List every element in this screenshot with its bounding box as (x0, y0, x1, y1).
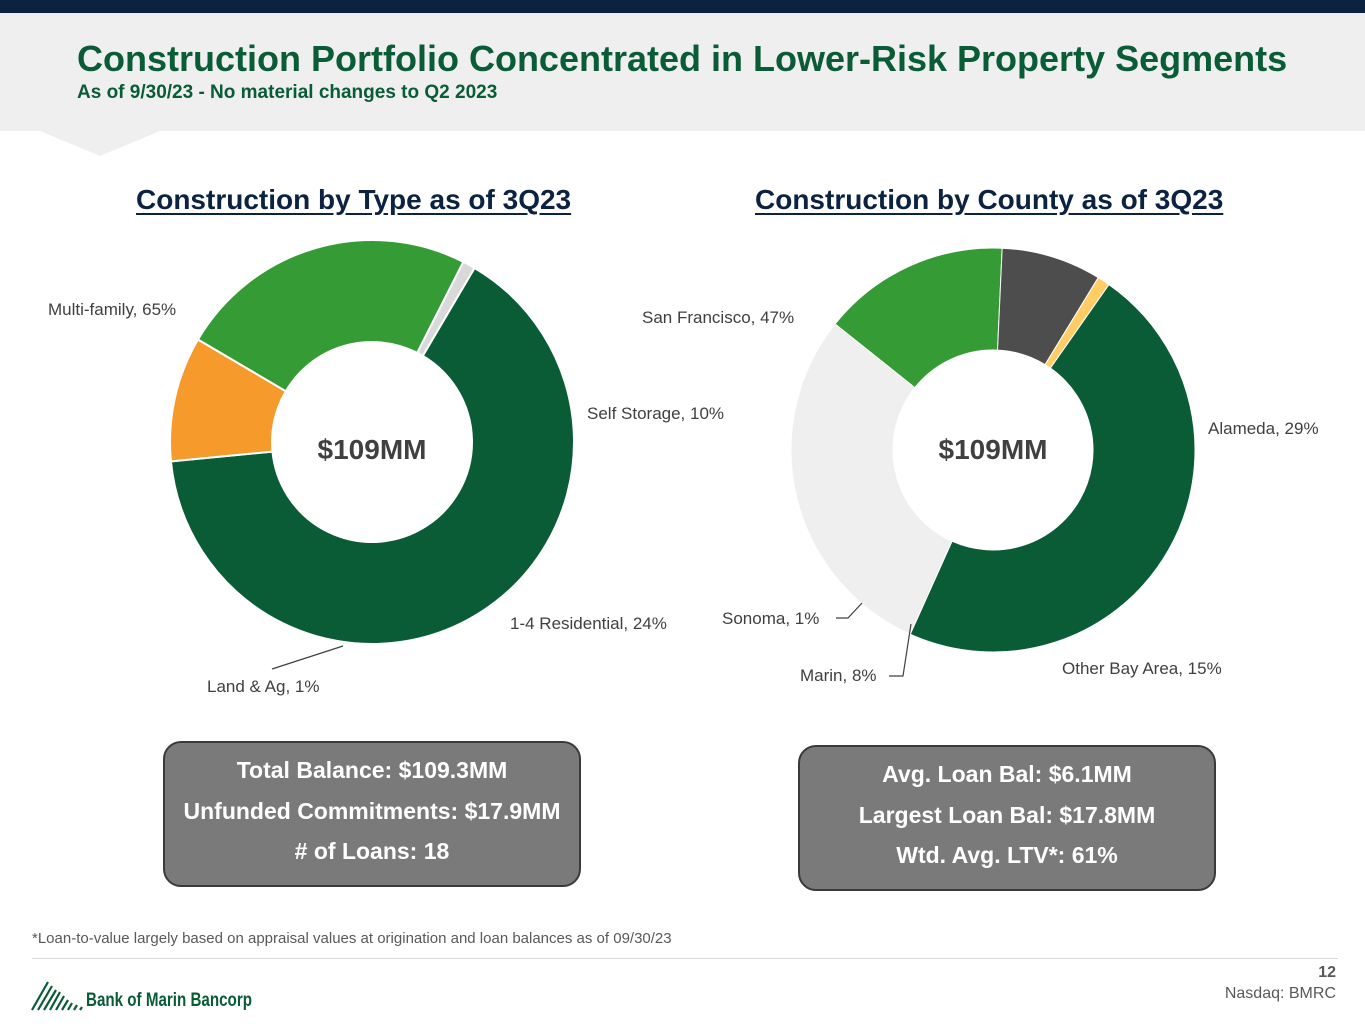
company-logo: Bank of Marin Bancorp (31, 981, 252, 1011)
label-alameda: Alameda, 29% (1208, 419, 1319, 438)
header-band (0, 13, 1365, 156)
slice-1-4-residential (196, 239, 465, 393)
label-san-francisco: San Francisco, 47% (642, 308, 794, 327)
mountain-stripes-icon (31, 981, 83, 1011)
stat-wtd-avg-ltv: Wtd. Avg. LTV*: 61% (896, 842, 1118, 868)
donut-chart-by-type: $109MM Multi-family, 65% Self Storage, 1… (48, 239, 724, 696)
label-marin: Marin, 8% (800, 666, 877, 685)
top-accent-bar (0, 0, 1365, 13)
leader-line-marin (889, 623, 912, 677)
stat-largest-loan-bal: Largest Loan Bal: $17.8MM (858, 801, 1156, 828)
slice-san-francisco (909, 283, 1196, 653)
stat-total-balance: Total Balance: $109.3MM (236, 757, 508, 783)
ticker: Nasdaq: BMRC (1224, 985, 1336, 1002)
slice-land-ag (415, 260, 476, 358)
chart-title-by-county: Construction by County as of 3Q23 (755, 184, 1224, 215)
stat-unfunded-commitments: Unfunded Commitments: $17.9MM (183, 797, 561, 824)
company-name: Bank of Marin Bancorp (86, 990, 252, 1011)
donut-chart-by-county: $109MM San Francisco, 47% Alameda, 29% O… (642, 247, 1319, 685)
page-title: Construction Portfolio Concentrated in L… (77, 38, 1288, 79)
label-sonoma: Sonoma, 1% (722, 609, 819, 628)
stats-box-left: Total Balance: $109.3MM Unfunded Commitm… (163, 741, 581, 887)
label-land-ag: Land & Ag, 1% (207, 677, 319, 696)
page-subtitle: As of 9/30/23 - No material changes to Q… (77, 82, 498, 103)
footnote: *Loan-to-value largely based on appraisa… (32, 930, 672, 947)
footer-divider (32, 958, 1338, 959)
stat-number-of-loans: # of Loans: 18 (294, 838, 450, 864)
slice-alameda (790, 323, 953, 635)
donut-charts-canvas: $109MM Multi-family, 65% Self Storage, 1… (48, 239, 1319, 696)
chart-title-by-type: Construction by Type as of 3Q23 (136, 184, 572, 215)
stats-box-right: Avg. Loan Bal: $6.1MM Largest Loan Bal: … (798, 745, 1216, 891)
page-number: 12 (1318, 964, 1336, 981)
slice-other-bay-area (834, 247, 1003, 389)
label-self-storage: Self Storage, 10% (587, 404, 724, 423)
label-1-4-residential: 1-4 Residential, 24% (510, 614, 667, 633)
label-other-bay-area: Other Bay Area, 15% (1062, 659, 1222, 678)
slice-multi-family (169, 266, 575, 645)
slice-sonoma (1044, 276, 1110, 369)
leader-line-sonoma (836, 602, 863, 619)
label-multi-family: Multi-family, 65% (48, 300, 176, 319)
center-total-type: $109MM (318, 434, 427, 465)
leader-line-land-ag (271, 645, 344, 670)
stat-avg-loan-bal: Avg. Loan Bal: $6.1MM (882, 761, 1132, 787)
center-total-county: $109MM (939, 434, 1048, 465)
